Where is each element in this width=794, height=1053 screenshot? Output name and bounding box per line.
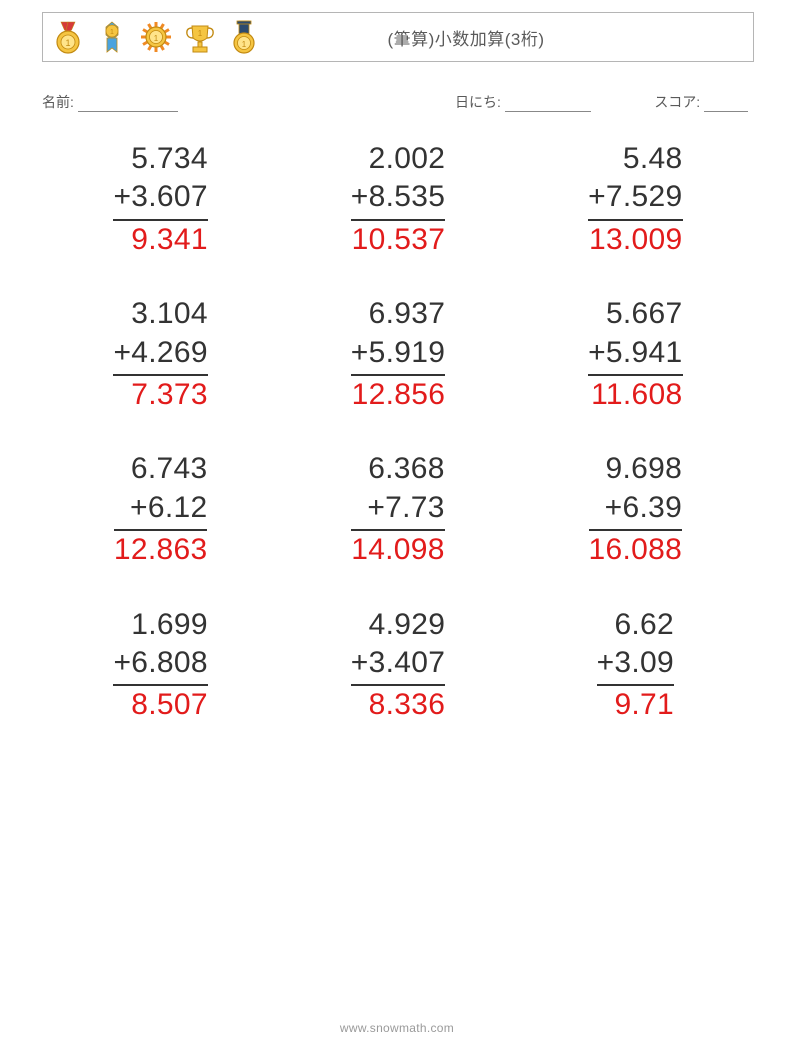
problem-cell: 3.104 +4.269 7.373 — [42, 295, 279, 414]
star-burst-gold-icon: 1 — [137, 18, 175, 56]
addend-a: 6.62 — [597, 606, 674, 644]
addend-a: 1.699 — [113, 606, 207, 644]
problem-stack: 5.734 +3.607 9.341 — [113, 140, 207, 259]
problem-cell: 5.48 +7.529 13.009 — [517, 140, 754, 259]
problem-stack: 2.002 +8.535 10.537 — [351, 140, 445, 259]
footer-url: www.snowmath.com — [0, 1021, 794, 1035]
addend-b: +6.39 — [589, 489, 683, 531]
problem-stack: 1.699 +6.808 8.507 — [113, 606, 207, 725]
svg-text:1: 1 — [110, 29, 114, 36]
problem-stack: 3.104 +4.269 7.373 — [113, 295, 207, 414]
addend-b: +6.12 — [114, 489, 208, 531]
score-blank — [704, 97, 748, 112]
header-bar: 1 1 1 1 1 — [42, 12, 754, 62]
addend-a: 6.937 — [351, 295, 445, 333]
addend-b: +3.407 — [351, 644, 445, 686]
addend-a: 5.734 — [113, 140, 207, 178]
trophy-gold-icon: 1 — [181, 18, 219, 56]
svg-text:1: 1 — [65, 38, 70, 48]
addend-b: +7.73 — [351, 489, 445, 531]
problem-stack: 6.62 +3.09 9.71 — [597, 606, 674, 725]
badge-blue-gold-icon: 1 — [93, 18, 131, 56]
addend-a: 4.929 — [351, 606, 445, 644]
addend-a: 9.698 — [589, 450, 683, 488]
addend-b: +5.919 — [351, 334, 445, 376]
name-label: 名前: — [42, 94, 74, 110]
addend-b: +3.09 — [597, 644, 674, 686]
answer: 10.537 — [351, 221, 445, 259]
problem-cell: 2.002 +8.535 10.537 — [279, 140, 516, 259]
problem-cell: 6.62 +3.09 9.71 — [517, 606, 754, 725]
worksheet-page: 1 1 1 1 1 — [0, 0, 794, 1053]
problem-stack: 6.743 +6.12 12.863 — [114, 450, 208, 569]
date-label: 日にち: — [455, 94, 501, 110]
answer: 11.608 — [588, 376, 682, 414]
medal-row: 1 1 1 1 1 — [43, 18, 269, 56]
addend-b: +6.808 — [113, 644, 207, 686]
addend-a: 6.368 — [351, 450, 445, 488]
problem-cell: 6.937 +5.919 12.856 — [279, 295, 516, 414]
problem-cell: 9.698 +6.39 16.088 — [517, 450, 754, 569]
addend-b: +3.607 — [113, 178, 207, 220]
addend-b: +5.941 — [588, 334, 682, 376]
problem-stack: 5.48 +7.529 13.009 — [588, 140, 682, 259]
addend-a: 6.743 — [114, 450, 208, 488]
answer: 14.098 — [351, 531, 445, 569]
svg-text:1: 1 — [242, 40, 247, 49]
problem-stack: 4.929 +3.407 8.336 — [351, 606, 445, 725]
svg-text:1: 1 — [198, 29, 203, 38]
answer: 16.088 — [589, 531, 683, 569]
answer: 8.507 — [113, 686, 207, 724]
addend-b: +8.535 — [351, 178, 445, 220]
answer: 7.373 — [113, 376, 207, 414]
name-blank — [78, 97, 178, 112]
meta-row: 名前: 日にち: スコア: — [42, 92, 754, 112]
answer: 13.009 — [588, 221, 682, 259]
problem-cell: 5.667 +5.941 11.608 — [517, 295, 754, 414]
answer: 12.856 — [351, 376, 445, 414]
problem-cell: 6.368 +7.73 14.098 — [279, 450, 516, 569]
problem-stack: 5.667 +5.941 11.608 — [588, 295, 682, 414]
score-field: スコア: — [654, 92, 754, 112]
score-label: スコア: — [654, 94, 700, 110]
problem-stack: 9.698 +6.39 16.088 — [589, 450, 683, 569]
answer: 8.336 — [351, 686, 445, 724]
addend-a: 2.002 — [351, 140, 445, 178]
svg-text:1: 1 — [154, 34, 159, 43]
worksheet-title: (筆算)小数加算(3桁) — [269, 25, 753, 50]
problem-stack: 6.368 +7.73 14.098 — [351, 450, 445, 569]
problems-grid: 5.734 +3.607 9.341 2.002 +8.535 10.537 5… — [42, 140, 754, 725]
date-field: 日にち: — [455, 92, 654, 112]
problem-cell: 6.743 +6.12 12.863 — [42, 450, 279, 569]
name-field: 名前: — [42, 92, 455, 112]
answer: 9.341 — [113, 221, 207, 259]
addend-a: 3.104 — [113, 295, 207, 333]
medal-ribbon-navy-icon: 1 — [225, 18, 263, 56]
problem-stack: 6.937 +5.919 12.856 — [351, 295, 445, 414]
addend-b: +7.529 — [588, 178, 682, 220]
medal-ribbon-gold-icon: 1 — [49, 18, 87, 56]
answer: 12.863 — [114, 531, 208, 569]
addend-b: +4.269 — [113, 334, 207, 376]
answer: 9.71 — [597, 686, 674, 724]
date-blank — [505, 97, 591, 112]
addend-a: 5.48 — [588, 140, 682, 178]
problem-cell: 1.699 +6.808 8.507 — [42, 606, 279, 725]
problem-cell: 4.929 +3.407 8.336 — [279, 606, 516, 725]
problem-cell: 5.734 +3.607 9.341 — [42, 140, 279, 259]
addend-a: 5.667 — [588, 295, 682, 333]
